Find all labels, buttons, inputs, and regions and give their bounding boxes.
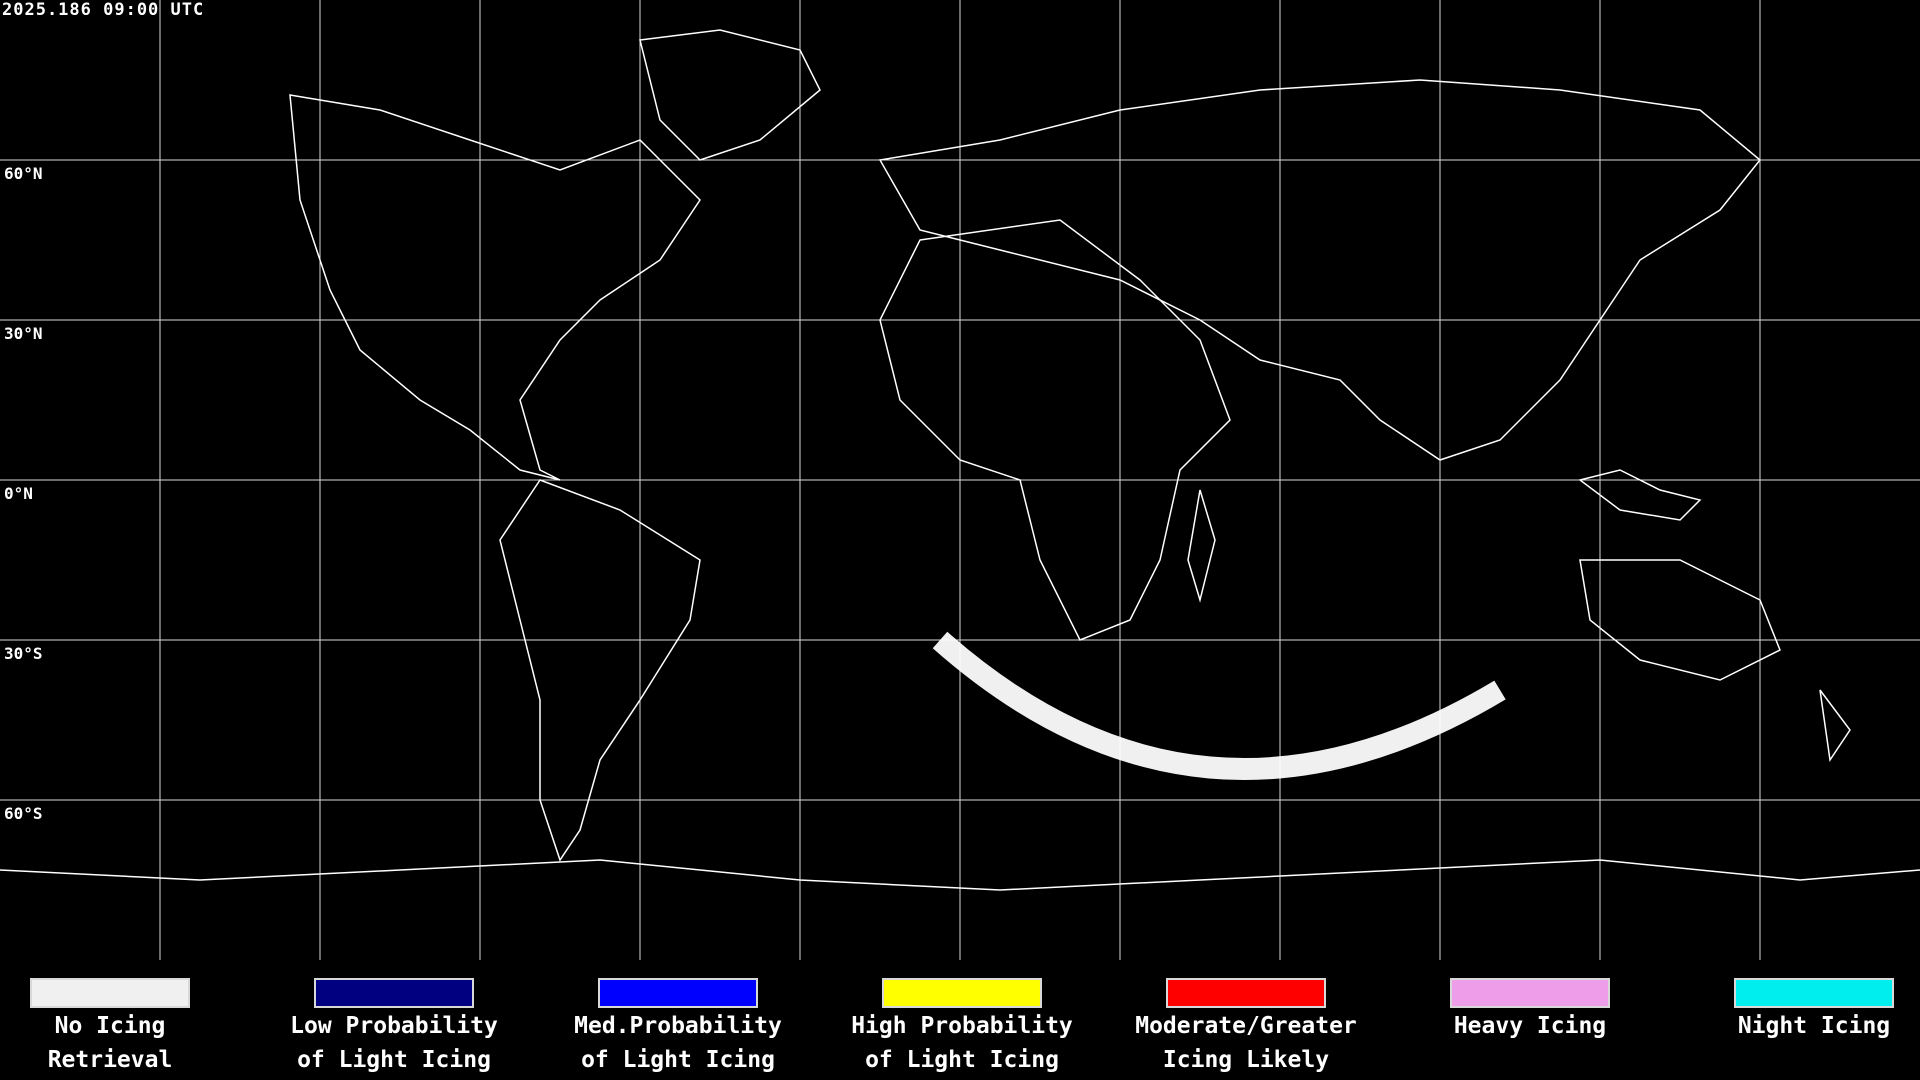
legend-item-no-icing: No Icing Retrieval: [0, 978, 240, 1076]
legend-label-line1: Heavy Icing: [1453, 1013, 1607, 1039]
legend-swatch: [1450, 978, 1610, 1008]
icing-map-canvas: [0, 0, 1920, 960]
legend-label-line1: High Probability: [851, 1013, 1073, 1039]
legend-label-line2: of Light Icing: [297, 1047, 491, 1073]
lat-label-equator: 0°N: [4, 484, 33, 503]
legend-swatch: [1734, 978, 1894, 1008]
night-terminator-arc: [932, 631, 1506, 780]
icing-map: 2025.186 09:00 UTC 60°N 30°N 0°N 30°S 60…: [0, 0, 1920, 960]
lat-label-30n: 30°N: [4, 324, 43, 343]
legend-item-med-probability: Med.Probability of Light Icing: [548, 978, 808, 1076]
timestamp: 2025.186 09:00 UTC: [2, 0, 205, 20]
legend-swatch: [314, 978, 474, 1008]
legend-label-line2: Icing Likely: [1162, 1047, 1330, 1073]
legend-swatch: [882, 978, 1042, 1008]
legend-label-line1: Med.Probability: [574, 1013, 782, 1039]
legend-item-moderate-greater: Moderate/Greater Icing Likely: [1116, 978, 1376, 1076]
graticule: [0, 0, 1920, 960]
legend-item-high-probability: High Probability of Light Icing: [832, 978, 1092, 1076]
legend-swatch: [598, 978, 758, 1008]
legend-item-low-probability: Low Probability of Light Icing: [264, 978, 524, 1076]
legend-label-line2: Retrieval: [47, 1047, 173, 1073]
legend-label-line1: Moderate/Greater: [1135, 1013, 1357, 1039]
legend-swatch: [30, 978, 190, 1008]
legend-item-heavy-icing: Heavy Icing: [1400, 978, 1660, 1045]
legend-swatch: [1166, 978, 1326, 1008]
legend-label-line1: Night Icing: [1737, 1013, 1891, 1039]
legend-label-line2: of Light Icing: [581, 1047, 775, 1073]
legend-label-line1: Low Probability: [290, 1013, 498, 1039]
legend-label-line1: No Icing: [54, 1013, 166, 1039]
legend: No Icing Retrieval Low Probability of Li…: [0, 960, 1920, 1080]
legend-label-line2: of Light Icing: [865, 1047, 1059, 1073]
lat-label-60s: 60°S: [4, 804, 43, 823]
coastlines: [0, 29, 1920, 891]
lat-label-60n: 60°N: [4, 164, 43, 183]
legend-item-night-icing: Night Icing: [1684, 978, 1920, 1045]
lat-label-30s: 30°S: [4, 644, 43, 663]
night-icing-region: [0, 130, 1920, 850]
